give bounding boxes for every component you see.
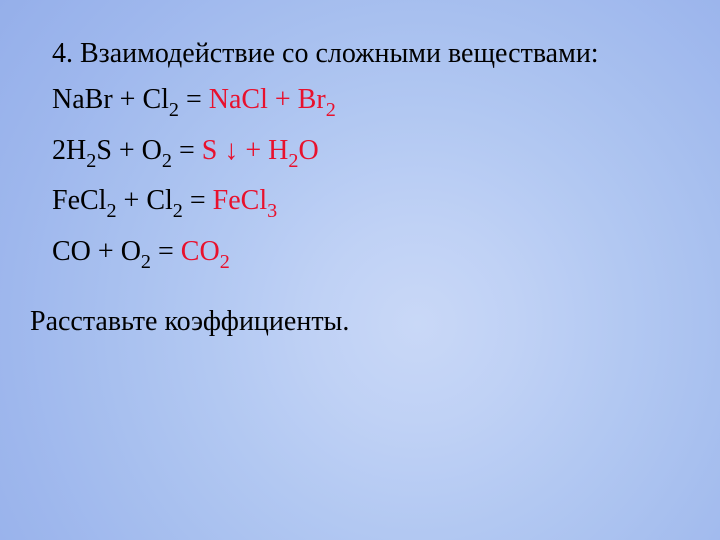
equation-2: 2H2S + O2 = S ↓ + H2O [52, 135, 684, 172]
equation-3: FeCl2 + Cl2 = FeCl3 [52, 185, 684, 222]
equation-2-lhs: 2H2S + O2 = [52, 135, 202, 166]
equation-4-rhs: CO2 [181, 236, 230, 267]
equation-1-rhs: NaCl + Br2 [209, 84, 336, 115]
equation-2-rhs: S ↓ + H2O [202, 135, 319, 166]
heading-line: 4. Взаимодействие со сложными веществами… [52, 38, 684, 70]
equation-1-lhs: NaBr + Cl2 = [52, 84, 209, 115]
slide-content: 4. Взаимодействие со сложными веществами… [0, 0, 720, 338]
equation-3-lhs: FeCl2 + Cl2 = [52, 185, 213, 216]
equation-4: CO + O2 = CO2 [52, 236, 684, 273]
equation-3-rhs: FeCl3 [213, 185, 278, 216]
heading-number: 4. [52, 38, 73, 69]
equation-4-lhs: CO + O2 = [52, 236, 181, 267]
heading-text: Взаимодействие со сложными веществами: [80, 38, 599, 69]
instruction-text: Расставьте коэффициенты. [30, 306, 684, 338]
equation-1: NaBr + Cl2 = NaCl + Br2 [52, 84, 684, 121]
